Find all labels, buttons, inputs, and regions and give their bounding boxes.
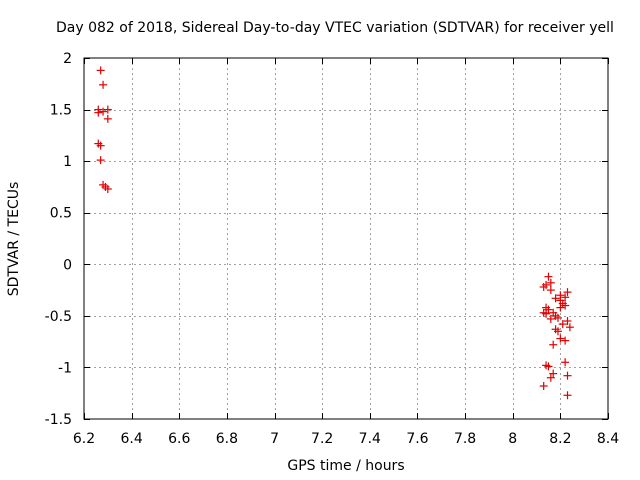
data-point-marker bbox=[542, 309, 551, 318]
data-point-marker bbox=[96, 66, 105, 75]
x-tick-label: 8.4 bbox=[597, 431, 619, 447]
y-tick-label: 1.5 bbox=[50, 103, 72, 119]
data-point-marker bbox=[561, 301, 570, 310]
data-point-marker bbox=[551, 294, 560, 303]
data-point-marker bbox=[539, 282, 548, 291]
x-axis-label: GPS time / hours bbox=[287, 458, 404, 474]
data-point-marker bbox=[561, 336, 570, 345]
data-point-marker bbox=[544, 362, 553, 371]
data-point-marker bbox=[544, 305, 553, 314]
x-tick-label: 7.6 bbox=[406, 431, 428, 447]
y-tick-label: -1 bbox=[58, 360, 72, 376]
data-point-marker bbox=[563, 317, 572, 326]
data-point-marker bbox=[546, 373, 555, 382]
data-point-marker bbox=[103, 114, 112, 123]
x-tick-label: 7 bbox=[270, 431, 279, 447]
x-tick-label: 7.8 bbox=[454, 431, 476, 447]
data-points bbox=[94, 66, 574, 400]
data-point-marker bbox=[551, 325, 560, 334]
grid-lines bbox=[84, 58, 608, 419]
x-tick-label: 6.2 bbox=[73, 431, 95, 447]
y-axis-label: SDTVAR / TECUs bbox=[6, 182, 22, 297]
data-point-marker bbox=[563, 288, 572, 297]
y-tick-label: 0 bbox=[63, 257, 72, 273]
x-tick-label: 7.2 bbox=[311, 431, 333, 447]
y-tick-label: 1 bbox=[63, 154, 72, 170]
x-tick-labels: 6.2 6.4 6.6 6.8 7 7.2 7.4 7.6 7.8 8 8.2 8.4 bbox=[73, 431, 619, 447]
x-tick-label: 6.4 bbox=[121, 431, 143, 447]
x-tick-label: 7.4 bbox=[359, 431, 381, 447]
y-tick-label: 2 bbox=[63, 51, 72, 67]
data-point-marker bbox=[561, 358, 570, 367]
data-point-marker bbox=[556, 334, 565, 343]
x-tick-label: 6.6 bbox=[168, 431, 190, 447]
data-point-marker bbox=[565, 323, 574, 332]
data-point-marker bbox=[103, 105, 112, 114]
data-point-marker bbox=[544, 272, 553, 281]
data-point-marker bbox=[546, 314, 555, 323]
data-point-marker bbox=[546, 286, 555, 295]
plot-frame bbox=[83, 57, 609, 420]
y-tick-label: -1.5 bbox=[45, 412, 72, 428]
axis-ticks bbox=[84, 58, 609, 420]
data-point-marker bbox=[558, 320, 567, 329]
data-point-marker bbox=[553, 313, 562, 322]
data-point-marker bbox=[549, 369, 558, 378]
data-point-marker bbox=[546, 278, 555, 287]
data-point-marker bbox=[99, 107, 108, 116]
x-tick-label: 6.8 bbox=[216, 431, 238, 447]
data-point-marker bbox=[99, 80, 108, 89]
data-point-marker bbox=[96, 141, 105, 150]
data-point-marker bbox=[539, 381, 548, 390]
data-point-marker bbox=[103, 184, 112, 193]
chart-title: Day 082 of 2018, Sidereal Day-to-day VTE… bbox=[56, 20, 614, 36]
x-tick-label: 8 bbox=[508, 431, 517, 447]
data-point-marker bbox=[94, 108, 103, 117]
data-point-marker bbox=[556, 303, 565, 312]
data-point-marker bbox=[563, 371, 572, 380]
y-tick-label: -0.5 bbox=[45, 309, 72, 325]
data-point-marker bbox=[561, 293, 570, 302]
data-point-marker bbox=[96, 156, 105, 165]
y-tick-labels: -1.5 -1 -0.5 0 0.5 1 1.5 2 bbox=[45, 51, 72, 428]
data-point-marker bbox=[563, 391, 572, 400]
data-point-marker bbox=[549, 340, 558, 349]
y-tick-label: 0.5 bbox=[50, 206, 72, 222]
x-tick-label: 8.2 bbox=[549, 431, 571, 447]
